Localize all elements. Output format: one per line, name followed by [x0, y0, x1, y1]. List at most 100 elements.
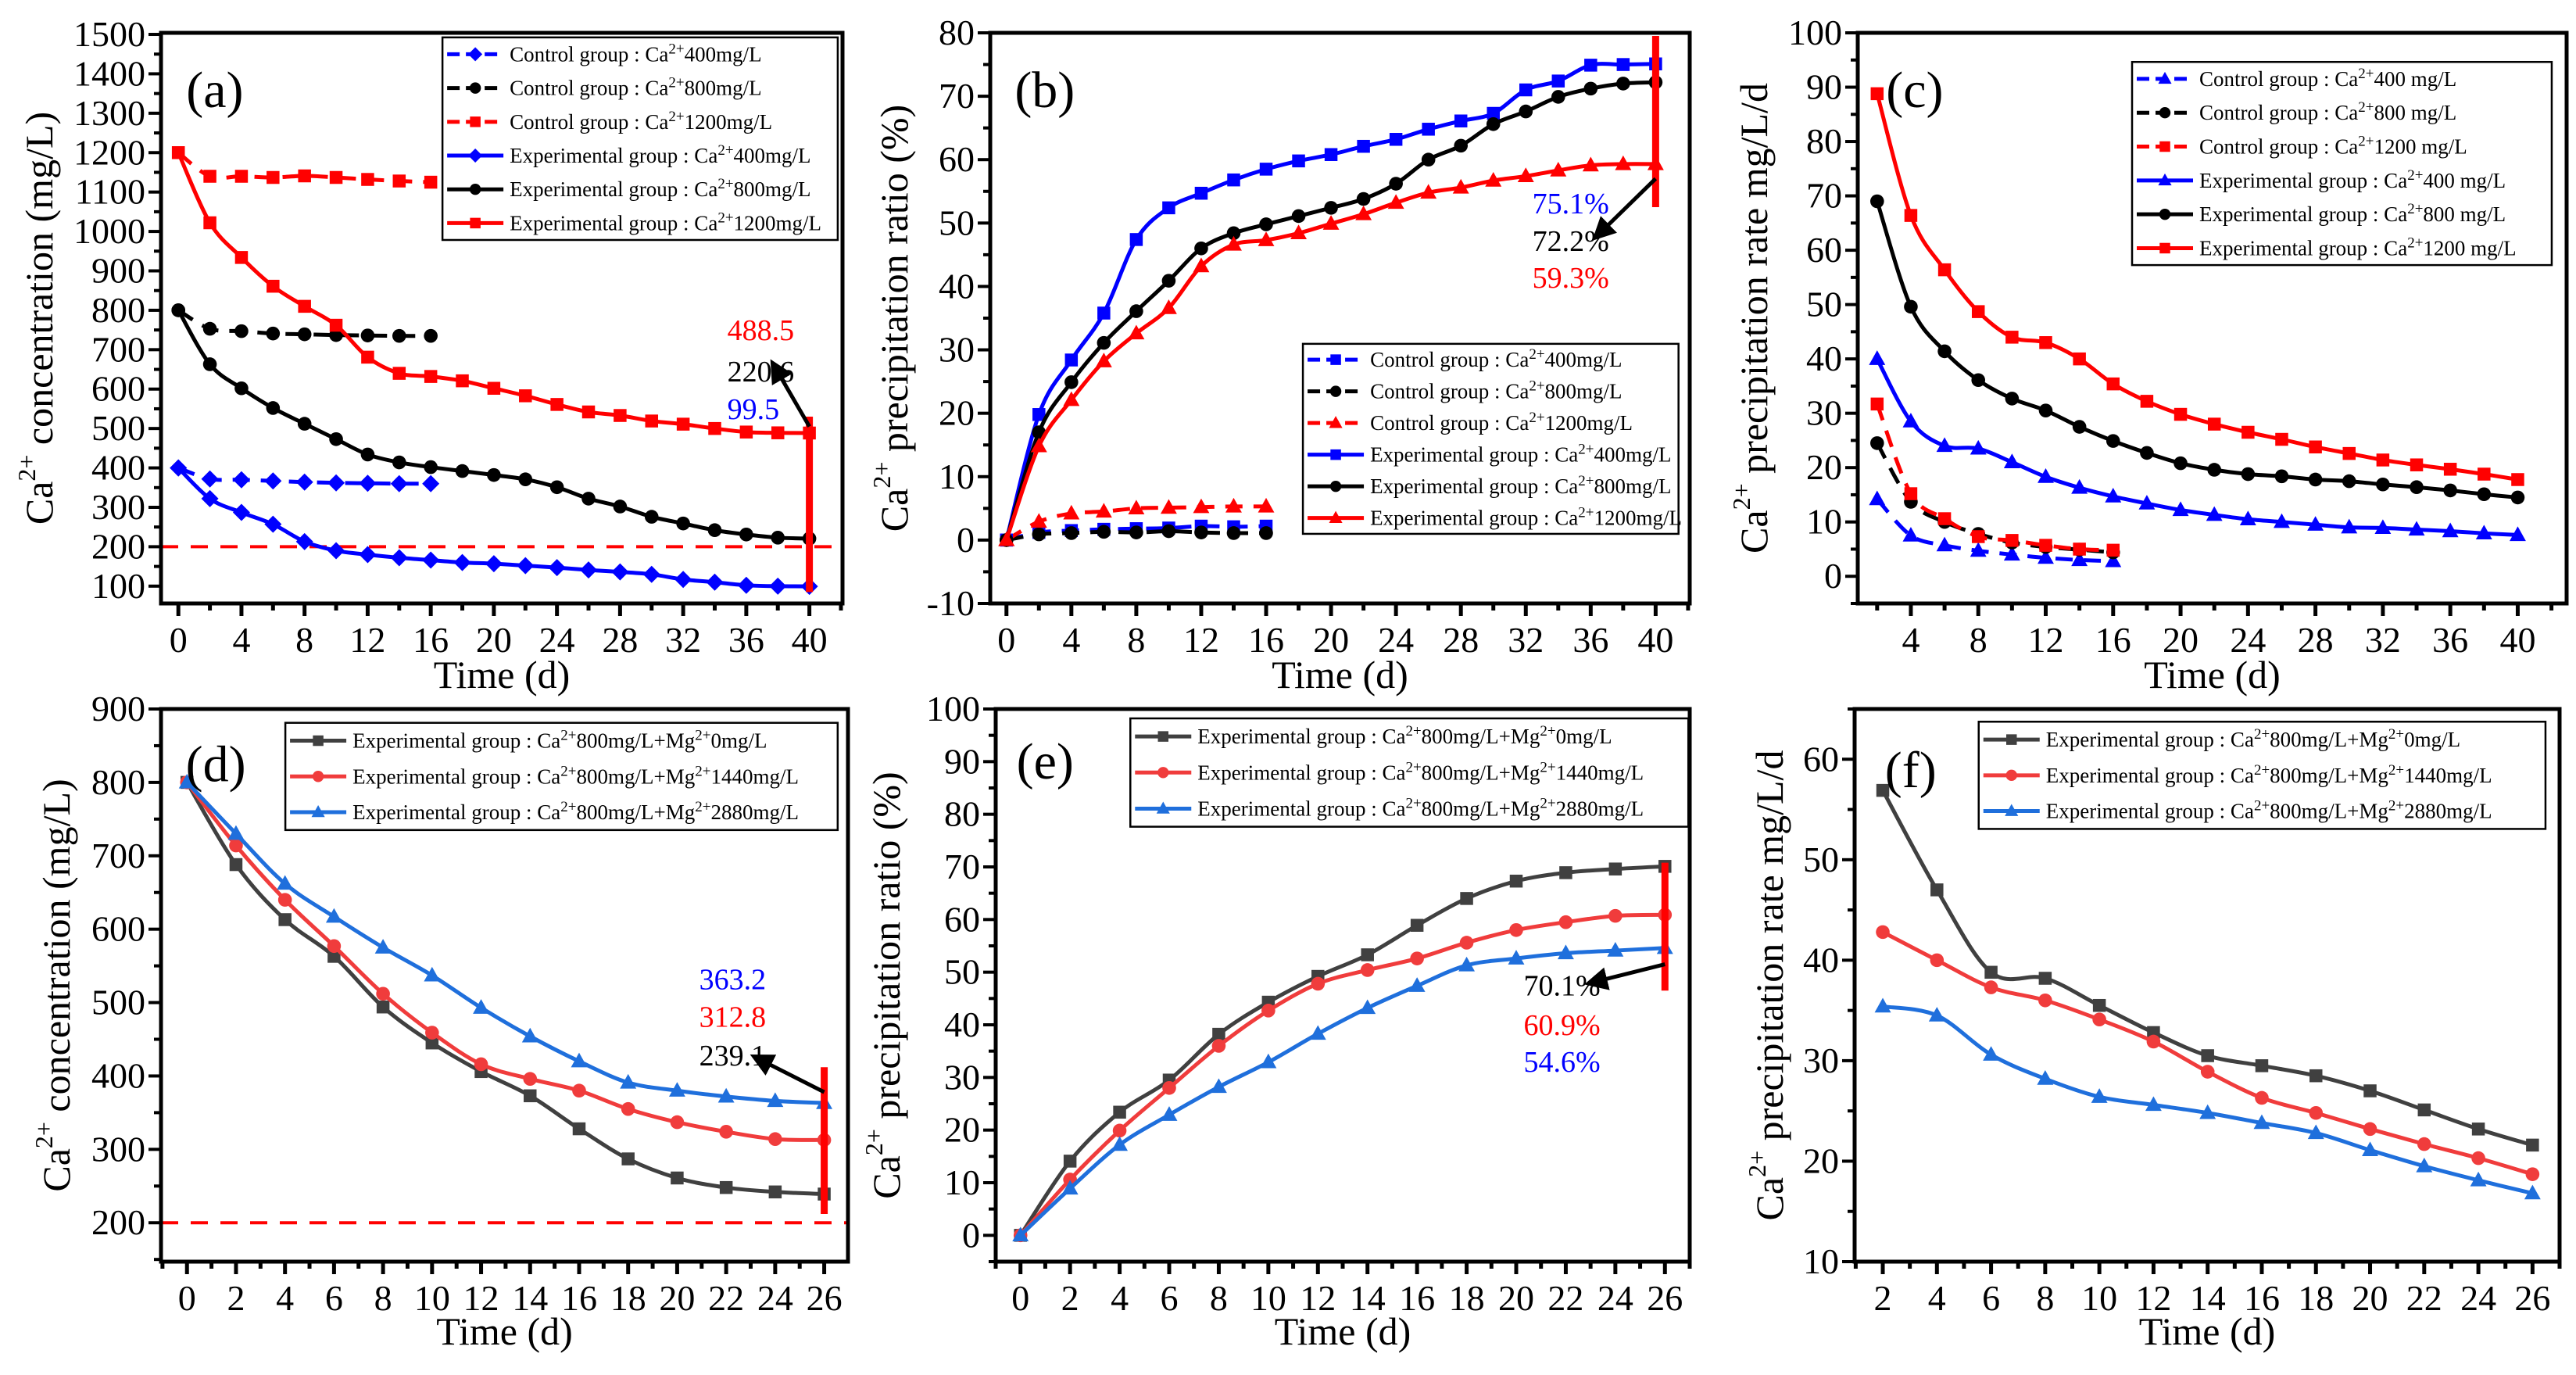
superscript: 2+: [560, 727, 576, 743]
text-segment: 0mg/L: [710, 729, 767, 753]
superscript: 2+: [717, 209, 733, 226]
data-point: [572, 1122, 586, 1136]
series-5: [1870, 87, 2524, 486]
data-point: [2200, 1065, 2215, 1079]
data-point: [719, 1180, 733, 1194]
legend-item: Experimental group : Ca2+400mg/L: [447, 142, 811, 168]
arrow-icon: [1583, 962, 1665, 990]
x-tick-label: 6: [1982, 1278, 2000, 1318]
x-tick-label: 0: [178, 1278, 196, 1318]
superscript: 2+: [1540, 795, 1555, 811]
data-point: [1194, 525, 1208, 539]
data-point: [424, 328, 438, 343]
y-tick-label: 300: [91, 487, 145, 527]
series-1: [999, 524, 1273, 547]
data-point: [2275, 432, 2288, 446]
x-tick-label: 0: [1011, 1278, 1029, 1318]
superscript: 2+: [2388, 797, 2404, 814]
data-point: [327, 950, 341, 963]
legend-item: Experimental group : Ca2+800mg/L+Mg2+288…: [1983, 797, 2492, 823]
data-point: [1292, 154, 1305, 168]
x-tick-label: 4: [232, 620, 250, 660]
data-point: [298, 299, 311, 313]
data-point: [1930, 883, 1944, 897]
y-tick-label: 20: [939, 393, 975, 433]
y-axis: 0 10 20 30 40 50 60 70 80 90 100: [1788, 13, 1858, 605]
data-point: [1869, 350, 1886, 365]
legend-label: Experimental group : Ca2+800mg/L+Mg2+144…: [1197, 759, 1644, 785]
data-point: [234, 381, 249, 396]
legend-box: [441, 36, 839, 242]
data-point: [645, 414, 659, 428]
data-point: [614, 409, 627, 422]
x-tick-label: 24: [757, 1278, 793, 1318]
series-line: [1882, 1004, 2533, 1196]
data-point: [2039, 336, 2052, 349]
legend-item: Experimental group : Ca2+800mg/L+Mg2+0mg…: [290, 727, 767, 753]
data-point: [519, 389, 532, 403]
y-tick-label: 1200: [73, 132, 145, 172]
annotation-label: 239.1: [699, 1040, 767, 1072]
legend-marker: [311, 804, 325, 818]
legend-label: Experimental group : Ca2+800mg/L+Mg2+0mg…: [352, 727, 767, 753]
legend-label: Experimental group : Ca2+800mg/L+Mg2+144…: [2046, 761, 2492, 787]
data-point: [1128, 500, 1145, 515]
x-tick-label: 14: [512, 1278, 548, 1318]
y-tick-label: 10: [1806, 502, 1842, 542]
text-segment: 1440mg/L: [1556, 761, 1644, 784]
data-point: [1930, 953, 1945, 968]
data-point: [671, 1171, 684, 1185]
data-point: [1876, 925, 1890, 940]
data-point: [1408, 977, 1426, 992]
legend-item: Experimental group : Ca2+800mg/L+Mg2+0mg…: [1135, 723, 1612, 748]
legend: Experimental group : Ca2+800mg/L+Mg2+0mg…: [1129, 717, 1690, 828]
x-tick-label: 32: [2365, 620, 2401, 660]
text-segment: 1200mg/L: [1545, 411, 1633, 435]
data-point: [550, 398, 564, 411]
legend-marker: [1156, 801, 1170, 814]
legend-item: Experimental group : Ca2+800 mg/L: [2137, 201, 2506, 226]
data-point: [1389, 133, 1403, 146]
data-point: [737, 576, 755, 594]
data-point: [1608, 908, 1623, 923]
data-point: [1971, 530, 1985, 543]
data-point: [1355, 205, 1372, 220]
legend-marker: [2159, 141, 2170, 152]
data-point: [1936, 536, 1953, 552]
data-point: [1422, 123, 1435, 136]
data-point: [1261, 1004, 1275, 1018]
legend-item: Control group : Ca2+1200 mg/L: [2137, 133, 2467, 159]
data-point: [2206, 506, 2223, 521]
data-point: [674, 571, 692, 589]
data-point: [424, 966, 441, 982]
x-tick-label: 36: [2432, 620, 2468, 660]
legend-label: Experimental group : Ca2+400mg/L: [510, 142, 810, 168]
data-point: [717, 1087, 735, 1103]
y-tick-label: 50: [1806, 285, 1842, 324]
data-point: [2478, 467, 2491, 481]
superscript: 2+: [1578, 441, 1594, 457]
data-point: [203, 170, 216, 183]
annotation-label: 72.2%: [1533, 225, 1609, 258]
x-tick-label: 10: [1250, 1278, 1286, 1318]
data-point: [621, 1101, 635, 1116]
data-point: [2199, 1104, 2216, 1119]
legend-marker: [2005, 769, 2017, 782]
text-segment: 400 mg/L: [2374, 67, 2456, 91]
y-tick-label: 100: [91, 566, 145, 606]
data-point: [2475, 525, 2492, 540]
legend-marker: [2158, 173, 2172, 186]
data-point: [1097, 525, 1111, 539]
data-point: [676, 417, 690, 431]
y-tick-label: 20: [1806, 447, 1842, 487]
data-point: [1584, 59, 1597, 72]
text-segment: 1440mg/L: [2404, 764, 2492, 787]
plot-frame: [159, 30, 845, 606]
x-tick-label: 28: [2298, 620, 2334, 660]
x-tick-label: 16: [2095, 620, 2131, 660]
annotation-label: 60.9%: [1524, 1009, 1601, 1042]
series-line: [1004, 62, 1656, 541]
data-point: [422, 551, 440, 569]
